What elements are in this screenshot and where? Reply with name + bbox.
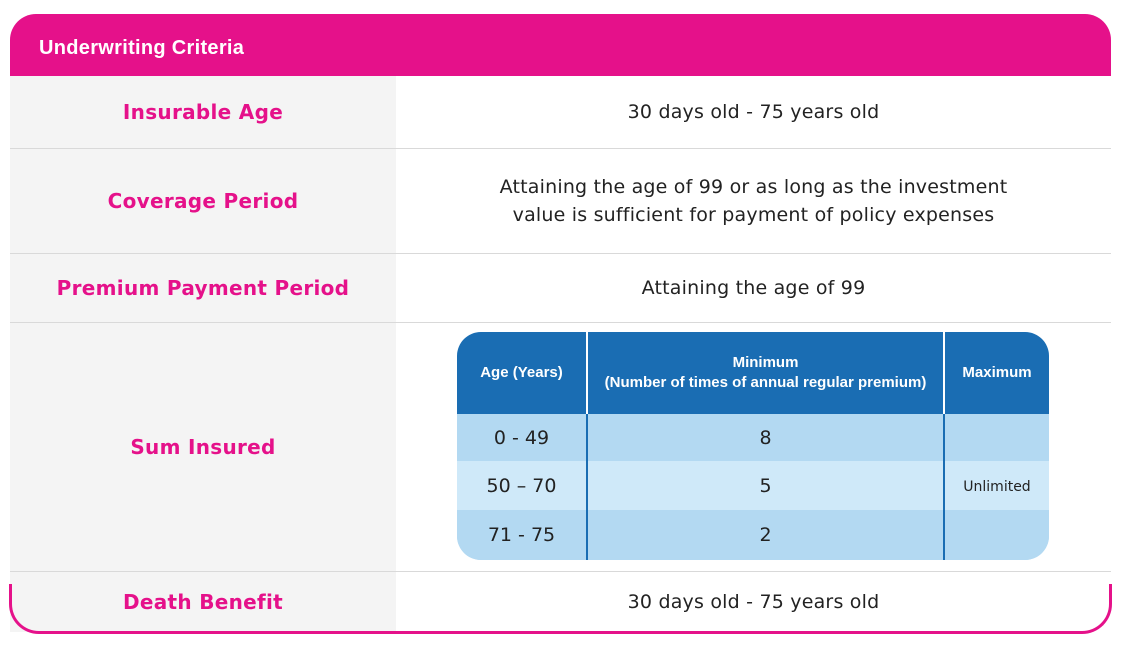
table-row: 0 - 49 8 <box>457 414 1049 461</box>
cell-age: 0 - 49 <box>493 426 550 449</box>
cell-minimum: 5 <box>759 474 772 497</box>
cell-maximum: Unlimited <box>963 479 1031 495</box>
cell-minimum: 2 <box>759 524 772 546</box>
row-divider <box>10 571 1111 572</box>
cell-age: 50 – 70 <box>486 474 557 497</box>
row-label: Sum Insured <box>10 323 396 571</box>
column-divider <box>586 414 588 560</box>
table-row: 71 - 75 2 <box>457 510 1049 560</box>
row-label: Insurable Age <box>10 76 396 148</box>
row-label: Coverage Period <box>10 149 396 253</box>
header-divider <box>586 332 588 414</box>
header-minimum-line: Minimum <box>732 354 799 371</box>
row-value: Attaining the age of 99 or as long as th… <box>396 149 1111 253</box>
row-value: Attaining the age of 99 <box>641 277 866 299</box>
row-sum-insured: Sum Insured <box>10 323 1111 571</box>
row-coverage-period: Coverage Period Attaining the age of 99 … <box>10 149 1111 253</box>
sum-table-header: Age (Years) Minimum (Number of times of … <box>457 332 1049 414</box>
cell-age: 71 - 75 <box>487 524 556 546</box>
row-divider <box>10 253 1111 254</box>
row-label: Premium Payment Period <box>10 254 396 322</box>
header-maximum: Maximum <box>962 364 1032 381</box>
row-insurable-age: Insurable Age 30 days old - 75 years old <box>10 76 1111 148</box>
cell-minimum: 8 <box>759 426 772 449</box>
row-value: 30 days old - 75 years old <box>627 591 880 613</box>
header-minimum-line: (Number of times of annual regular premi… <box>604 374 927 391</box>
row-divider <box>10 322 1111 323</box>
sum-insured-table: Age (Years) Minimum (Number of times of … <box>457 332 1049 560</box>
row-label: Death Benefit <box>10 572 396 632</box>
row-value: 30 days old - 75 years old <box>627 101 880 123</box>
row-value-line: Attaining the age of 99 or as long as th… <box>499 176 1008 198</box>
header-age: Age (Years) <box>480 364 563 381</box>
row-death-benefit: Death Benefit 30 days old - 75 years old <box>10 572 1111 632</box>
row-divider <box>10 148 1111 149</box>
row-value-line: value is sufficient for payment of polic… <box>512 204 995 226</box>
header-divider <box>943 332 945 414</box>
table-row: 50 – 70 5 <box>457 461 1049 510</box>
column-divider <box>943 414 945 560</box>
card-header: Underwriting Criteria <box>10 14 1111 76</box>
underwriting-criteria-card: Underwriting Criteria Insurable Age 30 d… <box>9 14 1112 634</box>
row-premium-payment-period: Premium Payment Period Attaining the age… <box>10 254 1111 322</box>
header-minimum: Minimum (Number of times of annual regul… <box>588 332 943 414</box>
card-title: Underwriting Criteria <box>39 37 245 59</box>
